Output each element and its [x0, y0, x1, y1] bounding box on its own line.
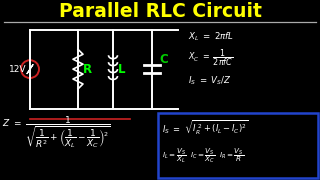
Text: Parallel RLC Circuit: Parallel RLC Circuit [59, 2, 261, 21]
Text: 12V: 12V [9, 65, 26, 74]
Text: $I_S\ =\ \sqrt{I_R^{\ 2}+(I_L-I_C)^2}$: $I_S\ =\ \sqrt{I_R^{\ 2}+(I_L-I_C)^2}$ [162, 118, 249, 137]
Text: C: C [160, 53, 168, 66]
Text: $X_L\ =\ 2\pi fL$: $X_L\ =\ 2\pi fL$ [188, 30, 234, 43]
Bar [158, 113, 318, 178]
Text: $Z\ =\ \dfrac{1}{\sqrt{\dfrac{1}{R^2}+\left(\dfrac{1}{X_L}-\dfrac{1}{X_C}\right): $Z\ =\ \dfrac{1}{\sqrt{\dfrac{1}{R^2}+\l… [2, 114, 110, 150]
Text: $I_S\ =\ V_S/Z$: $I_S\ =\ V_S/Z$ [188, 75, 232, 87]
Text: R: R [83, 63, 92, 76]
Text: $X_C\ =\ \dfrac{1}{2\pi fC}$: $X_C\ =\ \dfrac{1}{2\pi fC}$ [188, 48, 233, 68]
Text: $I_L=\dfrac{V_S}{X_L}\ \ I_C=\dfrac{V_S}{X_C}\ \ I_R=\dfrac{V_S}{R}$: $I_L=\dfrac{V_S}{X_L}\ \ I_C=\dfrac{V_S}… [162, 146, 244, 165]
Text: L: L [118, 63, 126, 76]
